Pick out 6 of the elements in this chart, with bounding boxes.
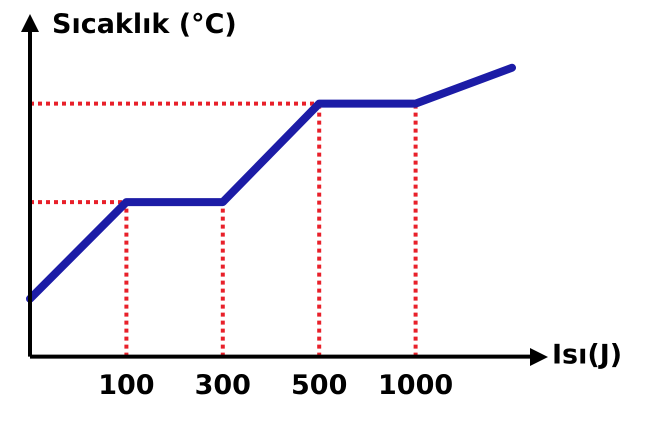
x-tick-label: 500: [291, 370, 348, 401]
x-tick-label: 100: [98, 370, 155, 401]
y-axis-title: Sıcaklık (°C): [52, 9, 237, 40]
x-tick-label: 300: [194, 370, 251, 401]
x-axis-title: Isı(J): [552, 340, 622, 371]
x-tick-label: 1000: [378, 370, 454, 401]
